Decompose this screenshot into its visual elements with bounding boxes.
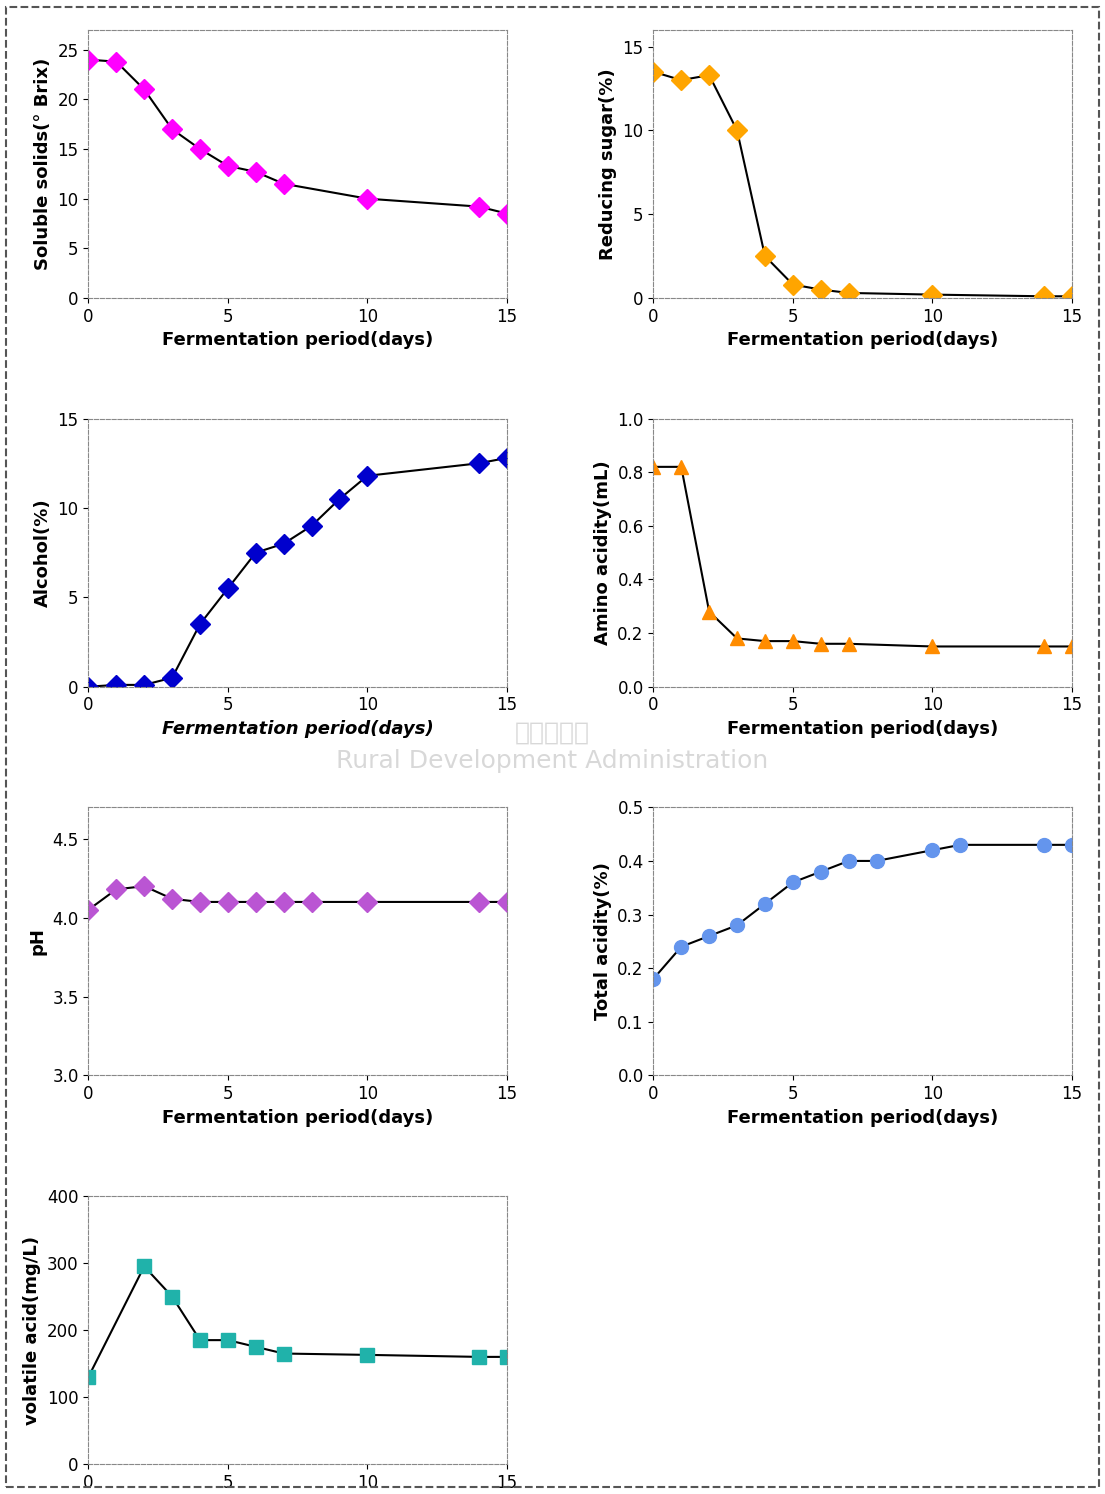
- X-axis label: Fermentation period(days): Fermentation period(days): [162, 332, 433, 350]
- Y-axis label: Total acidity(%): Total acidity(%): [593, 862, 612, 1020]
- X-axis label: Fermentation period(days): Fermentation period(days): [161, 720, 433, 738]
- X-axis label: Fermentation period(days): Fermentation period(days): [727, 332, 998, 350]
- Y-axis label: Alcohol(%): Alcohol(%): [34, 499, 52, 607]
- Text: 농촌진흥청
Rural Development Administration: 농촌진흥청 Rural Development Administration: [336, 722, 769, 772]
- Y-axis label: volatile acid(mg/L): volatile acid(mg/L): [23, 1236, 42, 1425]
- X-axis label: Fermentation period(days): Fermentation period(days): [727, 1109, 998, 1126]
- X-axis label: Fermentation period(days): Fermentation period(days): [727, 720, 998, 738]
- Y-axis label: Amino acidity(mL): Amino acidity(mL): [593, 460, 612, 645]
- Y-axis label: pH: pH: [29, 928, 46, 955]
- X-axis label: Fermentation period(days): Fermentation period(days): [162, 1109, 433, 1126]
- Y-axis label: Soluble solids(° Brix): Soluble solids(° Brix): [34, 58, 52, 270]
- Y-axis label: Reducing sugar(%): Reducing sugar(%): [599, 69, 617, 260]
